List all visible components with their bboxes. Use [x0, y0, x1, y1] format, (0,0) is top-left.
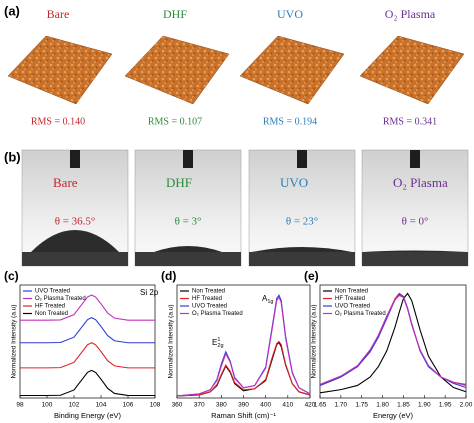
- y-axis-label: Normalized Intensity (a.u): [168, 304, 175, 378]
- droplet: [31, 230, 119, 252]
- legend-label: Non Treated: [192, 289, 225, 295]
- x-tick-label: 1.80: [376, 402, 389, 409]
- panel-label: (e): [304, 269, 319, 283]
- x-tick-label: 1.75: [355, 402, 368, 409]
- x-tick-label: 98: [16, 402, 24, 409]
- needle: [183, 150, 193, 168]
- annotation: A1g: [262, 294, 273, 305]
- substrate: [362, 252, 468, 266]
- substrate: [22, 252, 128, 266]
- x-axis-label: Energy (eV): [373, 411, 414, 420]
- annotation-part: A: [262, 294, 268, 303]
- contact-angle: θ = 0°: [402, 216, 429, 228]
- x-tick-label: 410: [282, 402, 293, 409]
- legend-label: Non Treated: [335, 289, 368, 295]
- annotation-part: 1: [217, 337, 220, 343]
- sample-title: DHF: [163, 7, 187, 21]
- x-tick-label: 106: [123, 402, 134, 409]
- needle: [70, 150, 80, 168]
- y-axis-label: Normalized Intensity (a.u): [11, 304, 18, 378]
- annotation-part: E: [212, 338, 217, 347]
- annotation-part: 2g: [217, 343, 223, 349]
- annotation-part: 1g: [267, 299, 273, 305]
- afm-surface: [124, 35, 230, 105]
- legend-label: O₂ Plasma Treated: [192, 311, 243, 317]
- rms-label: RMS = 0.194: [263, 116, 317, 127]
- contact-angle: θ = 3°: [175, 216, 202, 228]
- x-tick-label: 390: [238, 402, 249, 409]
- x-tick-label: 370: [194, 402, 205, 409]
- droplet: [154, 246, 222, 252]
- x-tick-label: 400: [260, 402, 271, 409]
- rms-label: RMS = 0.140: [31, 116, 85, 127]
- substrate: [249, 252, 355, 266]
- needle: [410, 150, 420, 168]
- series-line: [176, 296, 311, 397]
- sample-title: O₂ Plasma: [393, 175, 448, 190]
- panel-label: (a): [4, 3, 20, 18]
- sample-title: Bare: [53, 175, 78, 190]
- series-line: [319, 294, 467, 386]
- contact-angle: θ = 36.5°: [55, 216, 96, 228]
- afm-surface: [7, 35, 113, 105]
- series-line: [20, 317, 155, 344]
- sample-title: UVO: [277, 7, 303, 21]
- afm-surface: [359, 35, 465, 105]
- panel-label: (c): [4, 269, 19, 283]
- x-tick-label: 1.65: [314, 402, 327, 409]
- rms-label: RMS = 0.107: [148, 116, 202, 127]
- x-tick-label: 100: [42, 402, 53, 409]
- x-axis-label: Binding Energy (eV): [54, 411, 122, 420]
- x-tick-label: 380: [216, 402, 227, 409]
- plot-frame: [19, 284, 156, 399]
- legend-label: Non Treated: [35, 311, 68, 317]
- x-tick-label: 1.95: [439, 402, 452, 409]
- x-tick-label: 104: [96, 402, 107, 409]
- x-axis-label: Raman Shift (cm)⁻¹: [211, 411, 276, 420]
- panel-label: (b): [4, 149, 21, 164]
- x-tick-label: 108: [150, 402, 161, 409]
- x-tick-label: 1.70: [335, 402, 348, 409]
- legend-label: O₂ Plasma Treated: [35, 296, 86, 302]
- sample-title: UVO: [280, 175, 308, 190]
- substrate: [135, 252, 241, 266]
- legend-label: HF Treated: [335, 296, 365, 302]
- rms-label: RMS = 0.341: [383, 116, 437, 127]
- droplet: [363, 250, 467, 252]
- legend-label: O₂ Plasma Treated: [335, 311, 386, 317]
- annotation-part: Si 2p: [140, 288, 159, 297]
- needle: [297, 150, 307, 168]
- series-line: [20, 342, 155, 369]
- series-line: [20, 294, 155, 321]
- annotation: E1 2g: [212, 337, 224, 349]
- series-line: [20, 369, 155, 397]
- x-tick-label: 2.00: [460, 402, 473, 409]
- droplet: [252, 247, 352, 252]
- afm-surface: [239, 35, 345, 105]
- plot-frame: [319, 284, 467, 399]
- x-tick-label: 1.85: [397, 402, 410, 409]
- legend-label: UVO Treated: [35, 289, 70, 295]
- legend-label: HF Treated: [35, 304, 65, 310]
- x-tick-label: 360: [172, 402, 183, 409]
- y-axis-label: Normalized Intensity (a.u): [311, 304, 318, 378]
- sample-title: Bare: [47, 7, 70, 21]
- x-tick-label: 1.90: [418, 402, 431, 409]
- x-tick-label: 420: [305, 402, 316, 409]
- sample-title: DHF: [166, 175, 192, 190]
- panel-label: (d): [161, 269, 176, 283]
- legend-label: UVO Treated: [335, 304, 370, 310]
- contact-angle: θ = 23°: [286, 216, 318, 228]
- legend-label: UVO Treated: [192, 304, 227, 310]
- annotation: Si 2p: [140, 288, 159, 297]
- series-line: [176, 340, 311, 397]
- series-line: [319, 292, 467, 394]
- legend-label: HF Treated: [192, 296, 222, 302]
- x-tick-label: 102: [69, 402, 80, 409]
- photo: [248, 149, 356, 267]
- sample-title: O₂ Plasma: [385, 7, 436, 21]
